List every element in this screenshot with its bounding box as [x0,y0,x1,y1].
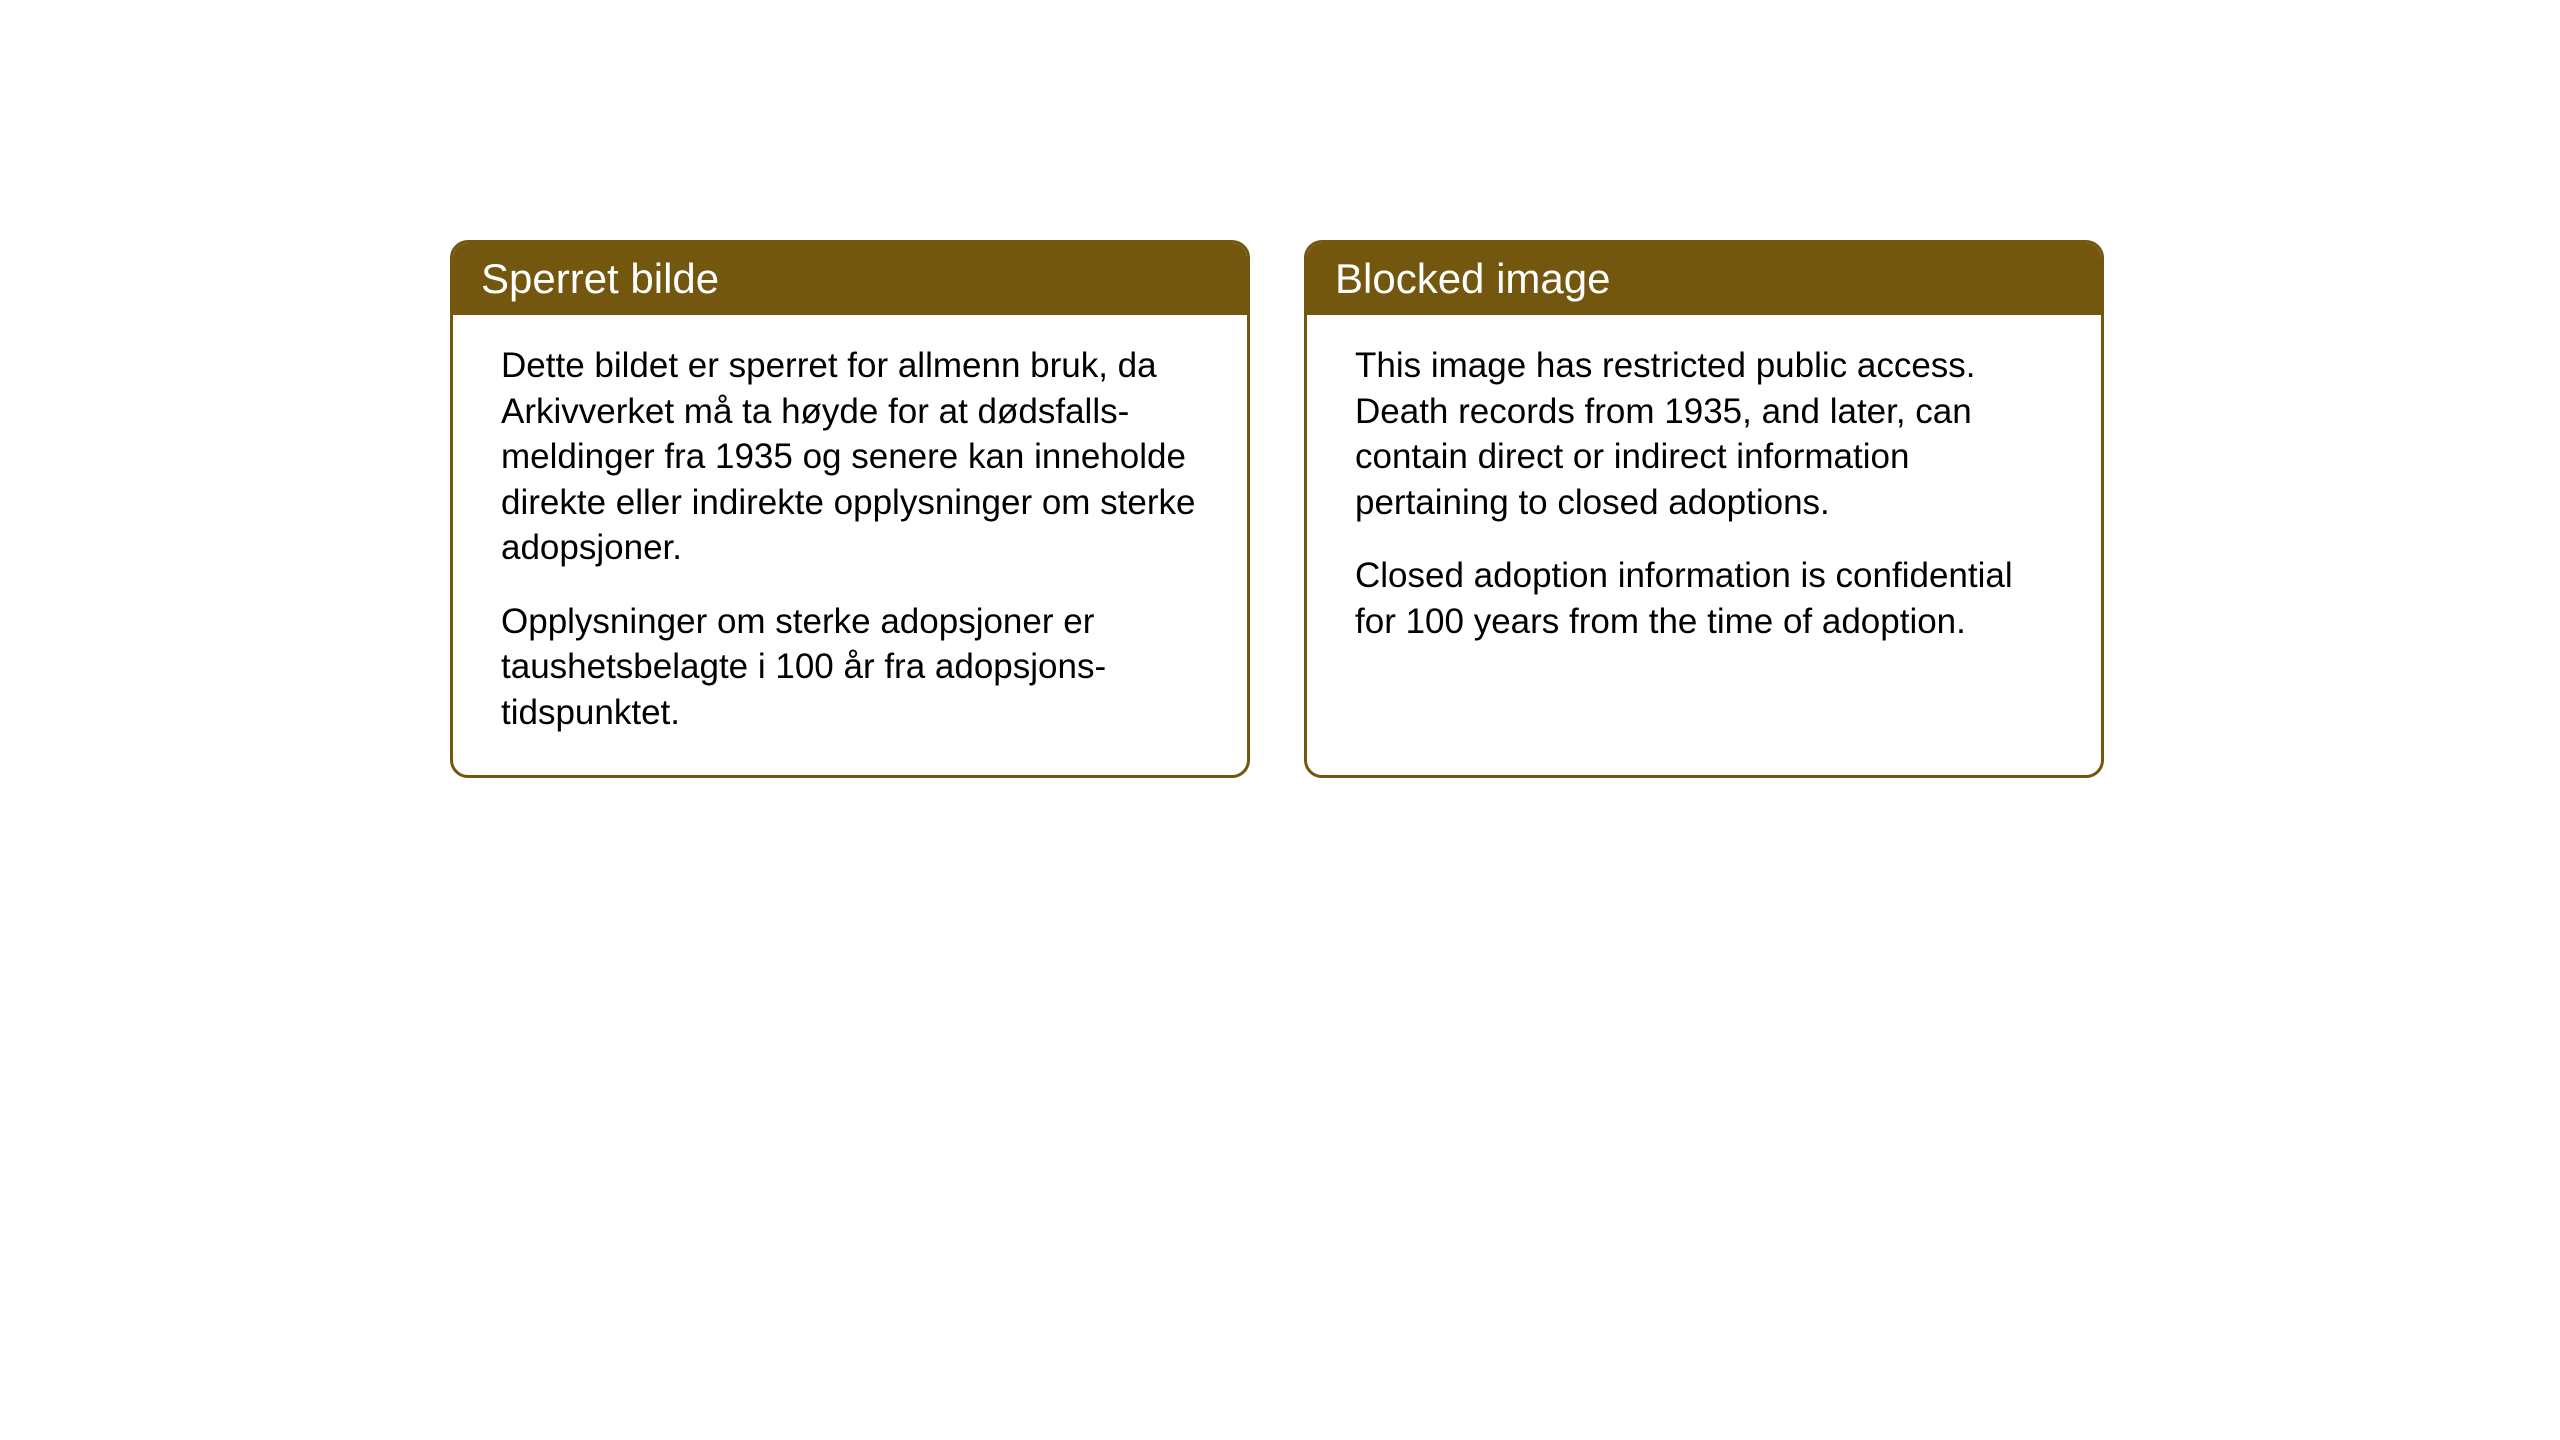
english-paragraph-2: Closed adoption information is confident… [1355,553,2053,644]
norwegian-notice-card: Sperret bilde Dette bildet er sperret fo… [450,240,1250,778]
english-paragraph-1: This image has restricted public access.… [1355,343,2053,525]
english-card-title: Blocked image [1307,243,2101,315]
english-card-body: This image has restricted public access.… [1307,315,2101,684]
norwegian-paragraph-1: Dette bildet er sperret for allmenn bruk… [501,343,1199,571]
norwegian-card-body: Dette bildet er sperret for allmenn bruk… [453,315,1247,775]
norwegian-card-title: Sperret bilde [453,243,1247,315]
english-notice-card: Blocked image This image has restricted … [1304,240,2104,778]
notice-container: Sperret bilde Dette bildet er sperret fo… [450,240,2104,778]
norwegian-paragraph-2: Opplysninger om sterke adopsjoner er tau… [501,599,1199,736]
